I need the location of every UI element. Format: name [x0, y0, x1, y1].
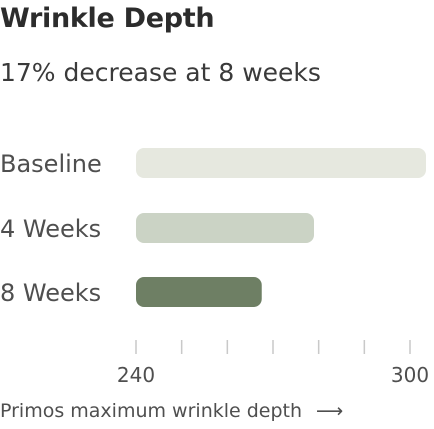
bar-8-weeks	[136, 277, 262, 307]
chart-subtitle: 17% decrease at 8 weeks	[0, 58, 321, 87]
bar-chart: Baseline 4 Weeks 8 Weeks 240 300	[0, 148, 429, 387]
bar-4-weeks	[136, 213, 314, 243]
x-axis-label-text: Primos maximum wrinkle depth	[0, 400, 303, 422]
chart-title: Wrinkle Depth	[0, 3, 215, 34]
bar-baseline	[136, 148, 426, 178]
arrow-right-icon: ⟶	[316, 400, 344, 422]
x-tick-label-240: 240	[117, 363, 155, 387]
x-axis-label: Primos maximum wrinkle depth ⟶	[0, 400, 343, 422]
x-tick-label-300: 300	[391, 363, 429, 387]
category-label-4-weeks: 4 Weeks	[0, 215, 101, 243]
category-label-baseline: Baseline	[0, 150, 102, 178]
category-label-8-weeks: 8 Weeks	[0, 279, 101, 307]
